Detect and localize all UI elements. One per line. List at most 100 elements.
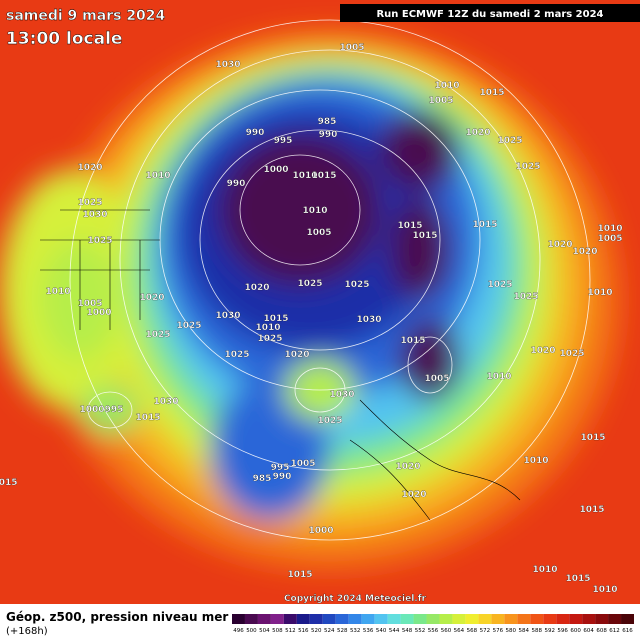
isobar-label: 1005 (290, 459, 315, 469)
legend-label: 604 (583, 628, 594, 634)
isobar-label: 1005 (339, 43, 364, 53)
isobar-label: 1020 (284, 350, 309, 360)
color-legend: 496 500 504 508 512 516 520 524 528 532 536 540 544 5… (232, 614, 634, 634)
isobar-label: 1015 (412, 231, 437, 241)
legend-label: 504 (259, 628, 270, 634)
isobar-label: 1025 (297, 279, 322, 289)
isobar-label: 1030 (215, 60, 240, 70)
legend-swatch (478, 614, 492, 624)
legend-label: 496 (233, 628, 244, 634)
run-banner (340, 4, 640, 22)
legend-label: 512 (285, 628, 296, 634)
legend-swatch (348, 614, 362, 624)
legend-label: 560 (441, 628, 452, 634)
legend-swatch (270, 614, 284, 624)
legend-label: 572 (480, 628, 491, 634)
legend-label: 580 (506, 628, 517, 634)
isobar-label: 1025 (487, 280, 512, 290)
isobar-label: 1025 (176, 321, 201, 331)
legend-label: 616 (622, 628, 633, 634)
legend-label: 544 (389, 628, 400, 634)
legend-swatch (335, 614, 349, 624)
isobar-label: 1010 (434, 81, 459, 91)
isobar-label: 1005 (597, 234, 622, 244)
isobar-label: 1010 (302, 206, 327, 216)
isobar-label: 1005 (77, 299, 102, 309)
isobar-label: 1015 (287, 570, 312, 580)
isobar-label: 1020 (547, 240, 572, 250)
isobar-label: 1030 (82, 210, 107, 220)
isobar-label: 1020 (530, 346, 555, 356)
isobar-label: 1010 (292, 171, 317, 181)
legend-swatch (244, 614, 258, 624)
legend-label: 552 (415, 628, 426, 634)
legend-swatch (232, 614, 245, 624)
legend-swatch (413, 614, 427, 624)
legend-swatch (595, 614, 609, 624)
isobar-label: 1020 (572, 247, 597, 257)
isobar-label: 1015 (479, 88, 504, 98)
local-time: 13:00 locale (6, 29, 122, 49)
isobar-label: 1020 (465, 128, 490, 138)
legend-swatch (374, 614, 388, 624)
legend-label: 592 (544, 628, 555, 634)
isobar-label: 1025 (515, 162, 540, 172)
isobar-label: 1010 (486, 372, 511, 382)
legend-label: 524 (324, 628, 335, 634)
legend-swatch (387, 614, 401, 624)
isobar-label: 1000 (263, 165, 288, 175)
legend-label: 568 (467, 628, 478, 634)
isobar-label: 1025 (559, 349, 584, 359)
isobar-label: 1000 (79, 405, 104, 415)
isobar-label: 1025 (497, 136, 522, 146)
isobar-label: 1015 (263, 314, 288, 324)
isobar-label: 990 (319, 130, 338, 140)
run-info: Run ECMWF 12Z du samedi 2 mars 2024 (376, 9, 603, 20)
geopotential-field (0, 0, 640, 604)
isobar-label: 990 (273, 472, 292, 482)
footer-subtitle: (+168h) (6, 626, 48, 637)
legend-label: 536 (363, 628, 374, 634)
isobar-label: 1015 (472, 220, 497, 230)
copyright: Copyright 2024 Meteociel.fr (284, 594, 427, 604)
isobar-label: 1030 (329, 390, 354, 400)
date: samedi 9 mars 2024 (6, 8, 166, 24)
legend-label: 528 (337, 628, 348, 634)
legend-label: 548 (402, 628, 413, 634)
legend-swatch (530, 614, 544, 624)
legend-label: 520 (311, 628, 322, 634)
isobar-label: 995 (105, 405, 124, 415)
legend-label: 508 (272, 628, 283, 634)
isobar-label: 1010 (592, 585, 617, 595)
isobar-label: 1025 (257, 334, 282, 344)
isobar-label: 1000 (308, 526, 333, 536)
legend-label: 596 (557, 628, 568, 634)
isobar-label: 1025 (344, 280, 369, 290)
isobar-label: 1015 (565, 574, 590, 584)
legend-swatch (452, 614, 466, 624)
legend-label: 588 (531, 628, 542, 634)
isobar-label: 995 (274, 136, 293, 146)
isobar-label: 1010 (597, 224, 622, 234)
legend-swatch (309, 614, 323, 624)
isobar-label: 1000 (86, 308, 111, 318)
legend-swatch (582, 614, 596, 624)
footer-title: Géop. z500, pression niveau mer (6, 610, 228, 624)
isobar-label: 1015 (400, 336, 425, 346)
isobar-label: 1015 (135, 413, 160, 423)
isobar-label: 1005 (306, 228, 331, 238)
isobar-label: 1030 (215, 311, 240, 321)
isobar-label: 1010 (145, 171, 170, 181)
isobar-label: 1010 (255, 323, 280, 333)
isobar-label: 1030 (356, 315, 381, 325)
legend-label: 600 (570, 628, 581, 634)
legend-label: 576 (493, 628, 504, 634)
legend-swatch (621, 614, 634, 624)
isobar-label: 1015 (580, 433, 605, 443)
legend-swatch (465, 614, 479, 624)
legend-label: 540 (376, 628, 387, 634)
legend-label: 516 (298, 628, 309, 634)
isobar-label: 1005 (424, 374, 449, 384)
isobar-label: 990 (227, 179, 246, 189)
